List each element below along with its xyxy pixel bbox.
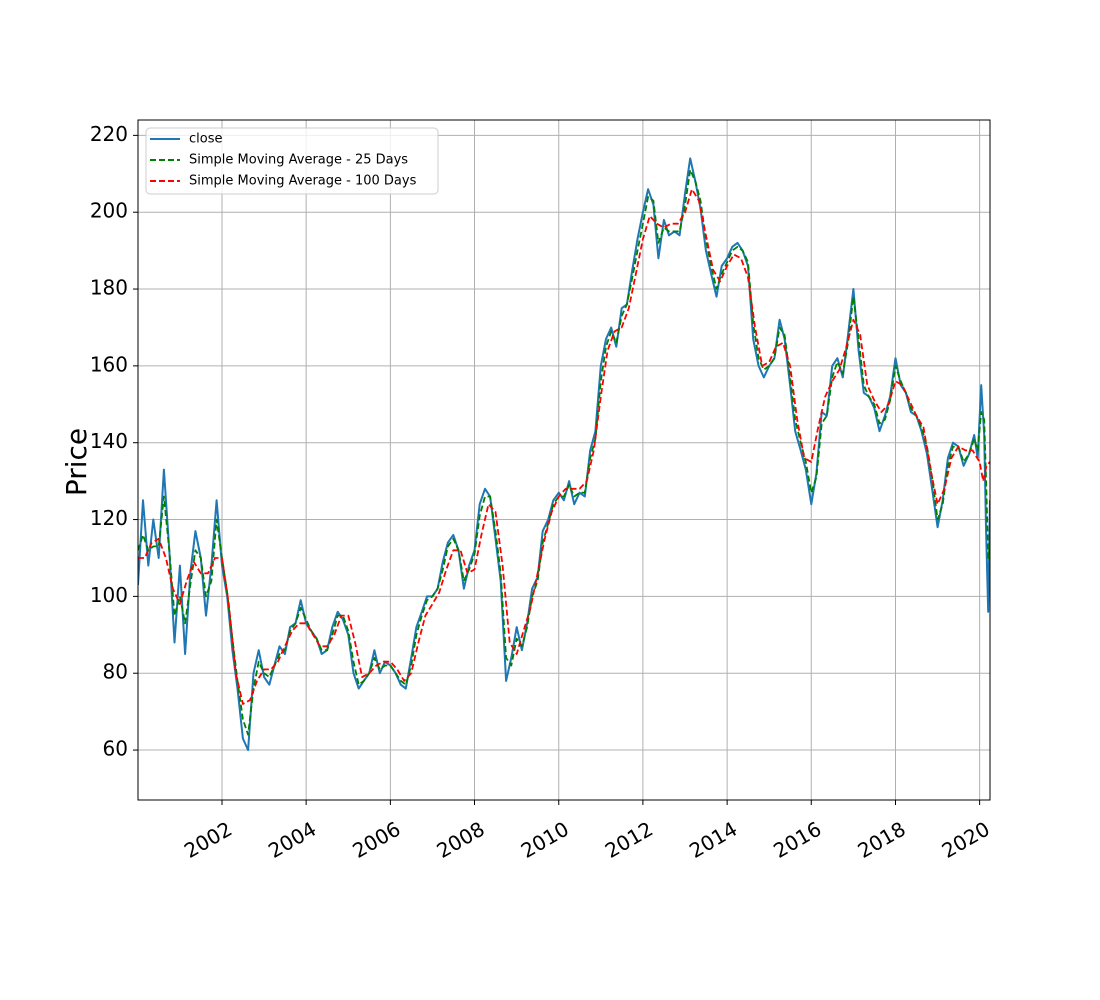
x-tick-label: 2012 — [601, 817, 657, 863]
x-tick-label: 2018 — [854, 817, 910, 863]
series-line-0 — [138, 157, 990, 752]
y-tick-label: 180 — [90, 276, 128, 300]
x-tick-label: 2020 — [938, 817, 994, 863]
y-tick-label: 80 — [103, 660, 128, 684]
x-tick-label: 2014 — [685, 817, 741, 863]
x-tick-label: 2016 — [769, 817, 825, 863]
x-tick-label: 2008 — [433, 817, 489, 863]
x-axis: 2002 2004 2006 2008 2010 2012 2014 2016 2018 2020 — [180, 800, 994, 863]
y-axis: 60 80 100 120 140 160 180 200 220 — [90, 122, 138, 761]
x-tick-label: 2006 — [348, 817, 404, 863]
y-tick-label: 120 — [90, 506, 128, 530]
x-tick-label: 2004 — [264, 817, 320, 863]
series-line-1 — [138, 169, 990, 736]
y-tick-label: 140 — [90, 429, 128, 453]
y-tick-label: 200 — [90, 199, 128, 223]
y-tick-label: 160 — [90, 352, 128, 376]
legend-box — [145, 127, 439, 195]
legend-label-1: Simple Moving Average - 25 Days — [189, 153, 408, 168]
y-tick-label: 100 — [90, 583, 128, 607]
x-tick-label: 2010 — [517, 817, 573, 863]
legend: close Simple Moving Average - 25 Days Simp… — [145, 127, 439, 195]
series-layer — [138, 157, 990, 752]
y-tick-label: 220 — [90, 122, 128, 146]
legend-label-0: close — [189, 132, 222, 147]
grid — [138, 120, 990, 800]
x-tick-label: 2002 — [180, 817, 236, 863]
series-line-2 — [138, 188, 990, 705]
y-axis-title: Price — [60, 428, 93, 496]
plot-frame — [137, 119, 991, 801]
y-tick-label: 60 — [103, 737, 128, 761]
legend-label-2: Simple Moving Average - 100 Days — [189, 174, 417, 189]
